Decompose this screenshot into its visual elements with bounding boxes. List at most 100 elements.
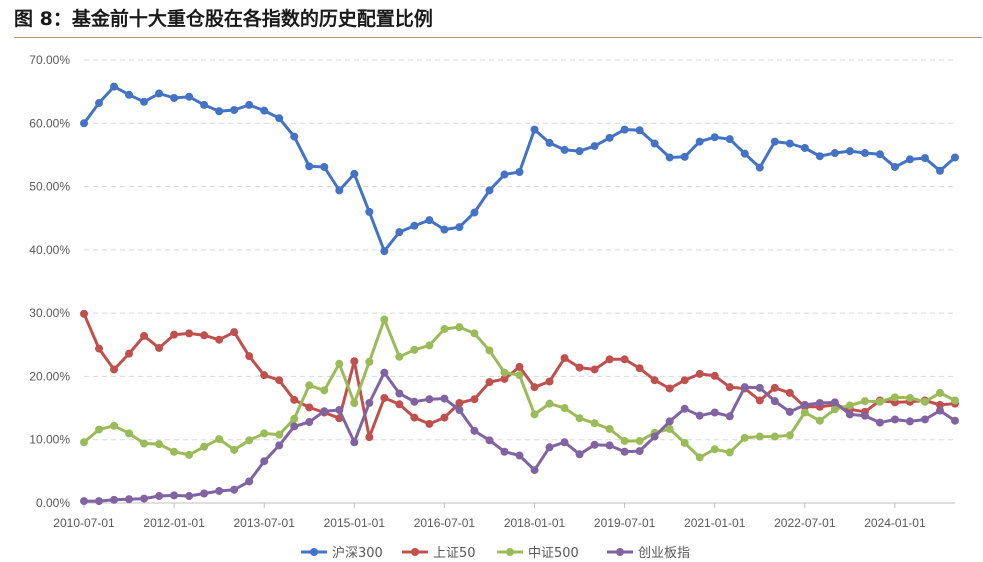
x-tick-label: 2013-07-01 (234, 516, 296, 530)
data-point (951, 153, 959, 162)
data-point (515, 168, 524, 177)
data-point (695, 411, 704, 420)
data-point (170, 330, 179, 339)
y-axis-ticks: 0.00% 10.00% 20.00% 30.00% 40.00% 50.00% 60.00… (29, 53, 70, 510)
data-point (815, 399, 824, 408)
data-point (395, 400, 404, 409)
data-point (740, 383, 749, 392)
data-point (230, 328, 239, 337)
data-point (785, 139, 794, 148)
data-point (560, 438, 569, 447)
data-point (200, 331, 209, 340)
data-point (245, 436, 254, 445)
legend-item: 创业板指 (607, 546, 690, 561)
data-point (425, 419, 434, 428)
y-tick-label: 50.00% (29, 180, 70, 194)
x-tick-label: 2022-07-01 (774, 516, 836, 530)
data-point (230, 445, 239, 454)
data-point (305, 381, 314, 390)
x-tick-label: 2015-01-01 (324, 516, 386, 530)
data-point (185, 92, 194, 101)
x-tick-label: 2010-07-01 (53, 516, 115, 530)
data-point (425, 395, 434, 404)
data-point (110, 495, 119, 504)
data-point (410, 413, 419, 422)
data-point (755, 396, 764, 405)
data-point (620, 355, 629, 364)
data-point (710, 133, 719, 142)
data-point (455, 223, 464, 232)
data-point (605, 424, 614, 433)
legend-item: 中证500 (497, 546, 579, 561)
data-point (845, 410, 854, 419)
data-point (575, 147, 584, 156)
data-point (605, 441, 614, 450)
data-point (935, 400, 944, 409)
data-point (845, 401, 854, 410)
data-point (470, 208, 479, 217)
data-point (395, 352, 404, 361)
data-point (140, 97, 149, 106)
data-point (245, 352, 254, 361)
data-point (680, 152, 689, 161)
data-point (260, 371, 269, 380)
data-point (440, 394, 449, 403)
data-point (620, 125, 629, 134)
data-point (245, 100, 254, 109)
data-point (410, 345, 419, 354)
data-point (170, 447, 179, 456)
data-point (800, 408, 809, 417)
data-point (485, 346, 494, 355)
data-point (560, 354, 569, 363)
data-point (650, 432, 659, 441)
data-point (500, 170, 509, 179)
data-point (155, 492, 164, 501)
data-point (860, 149, 869, 158)
data-point (770, 397, 779, 406)
data-point (95, 497, 104, 506)
x-tick-label: 2019-07-01 (594, 516, 656, 530)
data-point (200, 442, 209, 451)
data-point (665, 384, 674, 393)
data-point (215, 486, 224, 495)
data-point (665, 153, 674, 162)
y-tick-label: 40.00% (29, 243, 70, 257)
data-point (125, 495, 134, 504)
data-point (95, 99, 104, 108)
data-point (770, 432, 779, 441)
data-point (845, 147, 854, 156)
data-point (245, 477, 254, 486)
data-point (200, 100, 209, 109)
data-point (470, 426, 479, 435)
grid-lines (84, 59, 955, 441)
data-point (545, 138, 554, 147)
series-line (84, 371, 956, 503)
data-point (335, 359, 344, 368)
data-point (260, 106, 269, 115)
data-point (365, 433, 374, 442)
data-point (170, 93, 179, 102)
legend-label: 上证50 (433, 546, 476, 561)
data-point (80, 119, 88, 128)
data-point (605, 133, 614, 142)
data-point (455, 323, 464, 332)
data-point (365, 357, 374, 366)
data-point (365, 207, 374, 216)
data-point (290, 132, 299, 141)
data-point (620, 447, 629, 456)
x-axis: 2010-07-01 2012-01-01 2013-07-01 2015-01-01… (53, 502, 955, 530)
y-tick-label: 60.00% (29, 116, 70, 130)
data-point (560, 404, 569, 413)
data-point (665, 424, 674, 433)
data-point (440, 225, 449, 234)
data-point (650, 139, 659, 148)
data-point (500, 447, 509, 456)
x-tick-label: 2018-01-01 (504, 516, 566, 530)
y-tick-label: 20.00% (29, 369, 70, 383)
data-point (680, 404, 689, 413)
data-point (140, 494, 149, 503)
data-point (80, 497, 88, 506)
data-point (140, 439, 149, 448)
data-point (410, 221, 419, 230)
data-point (380, 315, 389, 324)
